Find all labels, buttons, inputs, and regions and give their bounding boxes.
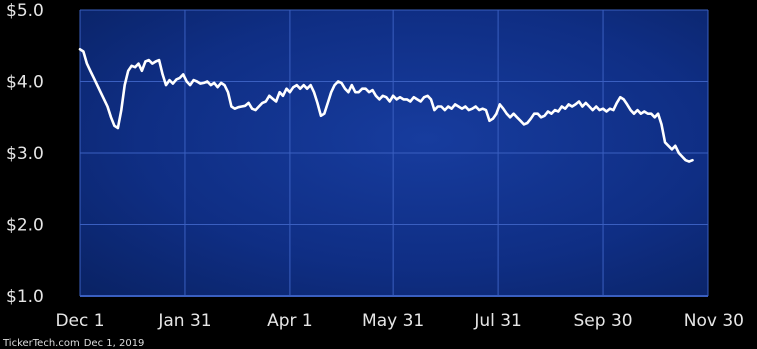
y-tick-label: $5.0 bbox=[6, 1, 44, 21]
y-axis-tick-labels: $5.0 $4.0 $3.0 $2.0 $1.0 bbox=[6, 1, 44, 307]
x-tick-label: Nov 30 bbox=[684, 311, 744, 331]
y-tick-label: $1.0 bbox=[6, 287, 44, 307]
x-tick-label: Dec 1 bbox=[55, 311, 104, 331]
price-line bbox=[78, 48, 694, 163]
x-tick-label: May 31 bbox=[362, 311, 424, 331]
y-tick-label: $4.0 bbox=[6, 73, 44, 93]
x-tick-label: Jul 31 bbox=[473, 311, 522, 331]
x-tick-label: Sep 30 bbox=[574, 311, 633, 331]
y-tick-label: $2.0 bbox=[6, 216, 44, 236]
credit-text: TickerTech.com Dec 1, 2019 bbox=[2, 338, 144, 349]
credit-source: TickerTech.com bbox=[2, 338, 80, 349]
x-tick-label: Apr 1 bbox=[267, 311, 313, 331]
gridlines bbox=[79, 9, 709, 297]
credit-date: Dec 1, 2019 bbox=[84, 338, 145, 349]
x-axis-tick-labels: Dec 1 Jan 31 Apr 1 May 31 Jul 31 Sep 30 Nov 30 bbox=[55, 311, 744, 331]
x-tick-label: Jan 31 bbox=[157, 311, 211, 331]
y-tick-label: $3.0 bbox=[6, 144, 44, 164]
